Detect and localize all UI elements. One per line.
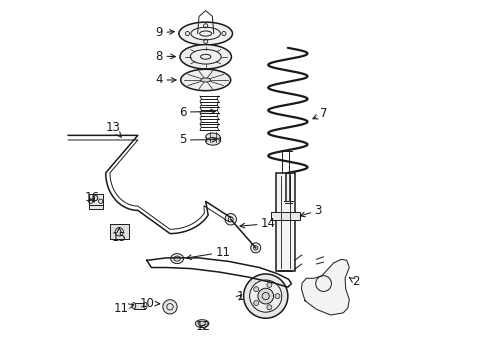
Text: 2: 2 — [349, 275, 360, 288]
Text: 13: 13 — [105, 121, 122, 138]
Ellipse shape — [201, 78, 211, 82]
Text: 14: 14 — [240, 217, 276, 230]
Circle shape — [267, 305, 272, 310]
Polygon shape — [301, 259, 349, 315]
Bar — [89, 205, 103, 209]
Ellipse shape — [181, 69, 231, 91]
Circle shape — [254, 287, 259, 292]
Ellipse shape — [196, 320, 209, 328]
Bar — [271, 212, 300, 220]
Circle shape — [249, 280, 282, 312]
Ellipse shape — [206, 133, 220, 140]
Circle shape — [251, 243, 261, 253]
Circle shape — [163, 300, 177, 314]
Ellipse shape — [144, 302, 147, 309]
Ellipse shape — [180, 45, 231, 69]
Bar — [134, 302, 146, 309]
Text: 10: 10 — [140, 297, 160, 310]
Text: 8: 8 — [155, 50, 175, 63]
Ellipse shape — [132, 302, 136, 309]
Ellipse shape — [206, 138, 220, 145]
Text: 11: 11 — [114, 302, 134, 315]
Ellipse shape — [179, 22, 232, 45]
Text: 16: 16 — [85, 191, 99, 204]
Text: 6: 6 — [179, 105, 215, 119]
Text: 11: 11 — [187, 246, 231, 260]
Circle shape — [258, 288, 273, 304]
Text: 9: 9 — [155, 26, 174, 39]
Text: 1: 1 — [236, 289, 244, 303]
Circle shape — [244, 274, 288, 318]
Ellipse shape — [171, 253, 184, 264]
Text: 3: 3 — [300, 204, 322, 217]
Circle shape — [225, 213, 237, 225]
Text: 4: 4 — [155, 73, 176, 86]
Circle shape — [254, 301, 259, 306]
Text: 12: 12 — [196, 320, 211, 333]
Text: 7: 7 — [313, 107, 327, 120]
Bar — [110, 224, 128, 239]
Bar — [276, 173, 294, 271]
Circle shape — [275, 294, 280, 298]
Text: 15: 15 — [112, 228, 127, 244]
Circle shape — [267, 282, 272, 287]
Bar — [89, 194, 103, 205]
Text: 5: 5 — [179, 134, 217, 147]
